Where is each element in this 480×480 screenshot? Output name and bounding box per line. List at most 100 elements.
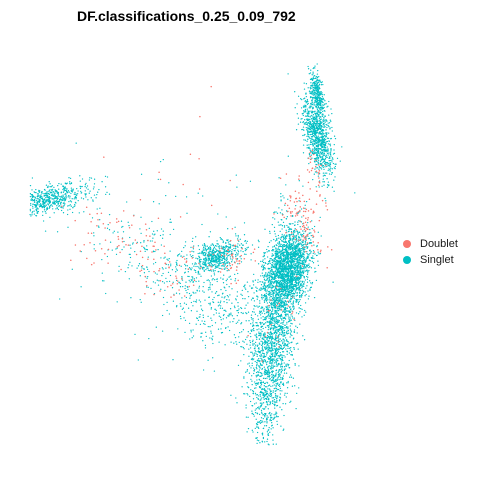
- singlet-point: [256, 423, 259, 426]
- singlet-point: [303, 263, 305, 266]
- singlet-point: [264, 262, 266, 264]
- singlet-point: [44, 205, 47, 207]
- singlet-point: [283, 271, 285, 273]
- singlet-point: [85, 193, 87, 195]
- singlet-point: [322, 144, 325, 146]
- singlet-point: [93, 194, 96, 196]
- singlet-point: [221, 251, 223, 254]
- singlet-point: [229, 256, 232, 258]
- singlet-point: [266, 440, 268, 443]
- singlet-point: [290, 246, 293, 248]
- singlet-point: [69, 197, 71, 199]
- singlet-point: [76, 193, 79, 195]
- singlet-point: [239, 244, 241, 246]
- singlet-point: [322, 132, 324, 134]
- singlet-point: [316, 148, 318, 150]
- singlet-point: [274, 302, 276, 305]
- singlet-point: [309, 72, 312, 74]
- singlet-point: [299, 231, 301, 233]
- singlet-point: [324, 143, 327, 145]
- singlet-point: [197, 245, 200, 247]
- singlet-point: [285, 263, 288, 266]
- singlet-point: [101, 181, 103, 183]
- singlet-point: [60, 183, 62, 185]
- singlet-point: [310, 282, 312, 284]
- singlet-point: [292, 305, 294, 307]
- singlet-point: [276, 259, 278, 261]
- singlet-point: [269, 403, 271, 406]
- singlet-point: [322, 101, 324, 104]
- singlet-point: [300, 264, 302, 267]
- singlet-point: [222, 241, 224, 244]
- singlet-point: [315, 105, 317, 107]
- singlet-point: [269, 282, 271, 285]
- singlet-point: [326, 140, 329, 143]
- singlet-point: [320, 116, 322, 118]
- singlet-point: [61, 197, 64, 199]
- singlet-point: [305, 102, 307, 104]
- singlet-point: [314, 171, 317, 173]
- singlet-point: [272, 377, 275, 379]
- singlet-point: [304, 295, 306, 297]
- singlet-point: [55, 190, 58, 192]
- singlet-point: [211, 256, 213, 258]
- singlet-point: [297, 281, 299, 284]
- singlet-point: [210, 262, 213, 265]
- singlet-point: [319, 139, 321, 141]
- singlet-point: [256, 396, 258, 399]
- singlet-point: [325, 200, 327, 202]
- singlet-point: [295, 312, 298, 314]
- singlet-point: [274, 233, 276, 235]
- singlet-point: [74, 203, 76, 206]
- singlet-point: [254, 392, 257, 395]
- singlet-point: [290, 276, 292, 278]
- singlet-point: [308, 295, 310, 297]
- singlet-point: [50, 186, 52, 188]
- singlet-point: [302, 230, 304, 232]
- singlet-point: [311, 123, 314, 125]
- singlet-point: [318, 92, 320, 94]
- singlet-point: [333, 179, 335, 181]
- singlet-point: [271, 422, 273, 424]
- singlet-point: [293, 293, 296, 295]
- singlet-point: [75, 193, 77, 195]
- singlet-point: [317, 124, 319, 126]
- singlet-point: [277, 242, 279, 244]
- singlet-point: [268, 326, 270, 329]
- singlet-point: [282, 323, 284, 325]
- singlet-point: [29, 184, 32, 187]
- singlet-point: [280, 266, 282, 268]
- singlet-point: [288, 352, 291, 354]
- singlet-point: [267, 277, 269, 279]
- singlet-point: [322, 181, 324, 183]
- singlet-point: [36, 193, 39, 195]
- singlet-point: [315, 135, 317, 137]
- singlet-point: [275, 268, 277, 270]
- singlet-point: [39, 200, 41, 203]
- singlet-point: [276, 212, 279, 214]
- singlet-point: [324, 100, 326, 102]
- singlet-point: [323, 134, 326, 137]
- singlet-point: [275, 284, 278, 286]
- singlet-point: [271, 249, 273, 252]
- singlet-point: [42, 206, 44, 208]
- singlet-point: [212, 254, 215, 257]
- singlet-point: [305, 95, 308, 98]
- singlet-point: [53, 197, 56, 199]
- singlet-point: [284, 403, 287, 405]
- singlet-point: [327, 150, 329, 152]
- singlet-point: [264, 393, 266, 396]
- singlet-point: [293, 247, 295, 249]
- singlet-point: [294, 91, 296, 93]
- singlet-point: [286, 294, 288, 296]
- singlet-point: [220, 257, 222, 259]
- singlet-point: [299, 296, 301, 299]
- singlet-point: [42, 214, 44, 217]
- singlet-point: [313, 131, 316, 133]
- singlet-point: [313, 74, 316, 77]
- singlet-point: [313, 147, 316, 149]
- singlet-point: [43, 209, 46, 211]
- singlet-point: [287, 341, 289, 343]
- singlet-point: [245, 248, 248, 251]
- singlet-point: [277, 234, 280, 237]
